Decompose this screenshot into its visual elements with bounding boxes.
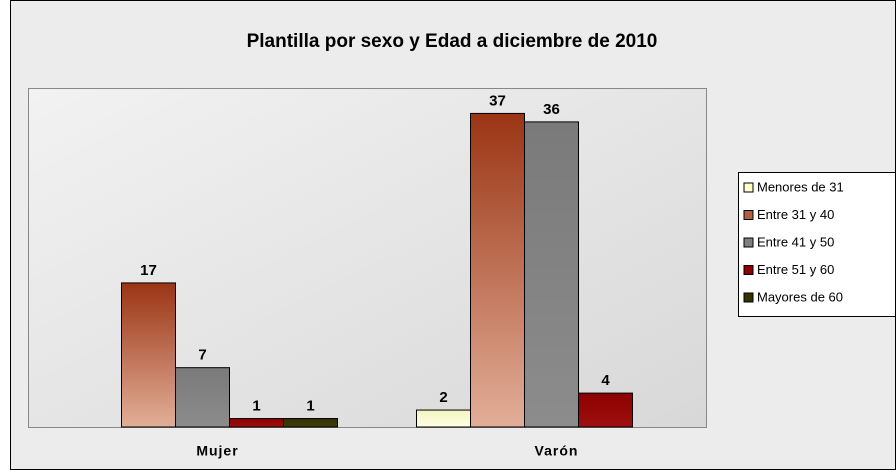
x-tick-label: Varón	[535, 443, 579, 459]
value-label: 17	[140, 262, 157, 279]
legend-label: Entre 31 y 40	[757, 207, 834, 222]
value-label: 1	[252, 397, 260, 414]
value-label: 37	[489, 92, 506, 109]
legend-swatch	[743, 265, 754, 275]
legend-swatch	[743, 182, 754, 193]
bar	[416, 409, 471, 428]
value-label: 36	[543, 101, 560, 118]
bar	[175, 367, 230, 428]
bar	[470, 112, 525, 428]
legend-label: Entre 51 y 60	[757, 262, 834, 277]
legend-swatch	[743, 237, 754, 248]
legend	[738, 172, 896, 317]
value-label: 4	[601, 372, 610, 389]
legend-label: Entre 41 y 50	[757, 234, 834, 249]
legend-label: Menores de 31	[757, 179, 844, 194]
bar	[283, 418, 338, 428]
value-label: 2	[439, 389, 447, 406]
legend-label: Mayores de 60	[757, 289, 843, 304]
bar	[229, 418, 284, 428]
bar	[121, 282, 176, 428]
value-label: 1	[306, 397, 314, 414]
chart-title: Plantilla por sexo y Edad a diciembre de…	[247, 31, 658, 52]
legend-swatch	[743, 292, 754, 303]
legend-swatch	[743, 210, 754, 220]
bar	[578, 392, 633, 428]
x-tick-label: Mujer	[196, 443, 238, 459]
bar	[524, 121, 579, 428]
value-label: 7	[198, 347, 206, 364]
